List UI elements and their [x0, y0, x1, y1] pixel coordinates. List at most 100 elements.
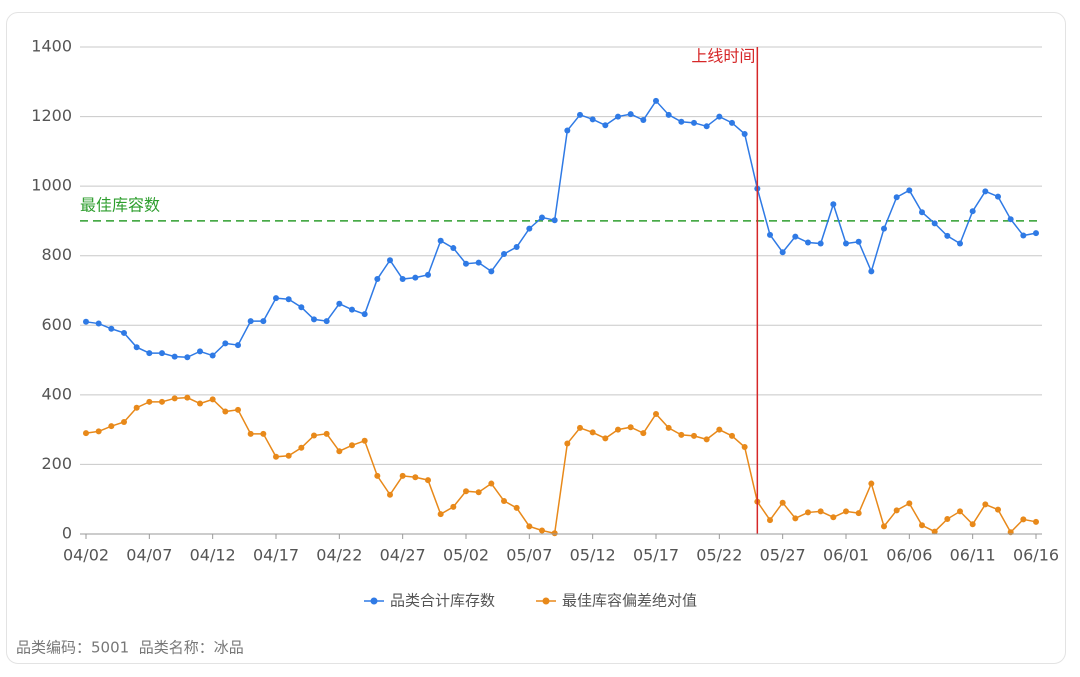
- data-point: [868, 268, 875, 275]
- data-point: [741, 130, 748, 137]
- reference-label: 最佳库容数: [80, 195, 160, 214]
- data-point: [982, 501, 989, 508]
- data-point: [121, 418, 127, 425]
- data-point: [969, 521, 976, 528]
- data-point: [450, 503, 457, 510]
- data-point: [83, 318, 89, 325]
- data-point: [843, 240, 849, 247]
- data-point: [235, 406, 241, 413]
- data-point: [171, 353, 178, 360]
- data-point: [779, 499, 786, 506]
- data-point: [1020, 232, 1027, 239]
- x-tick-label: 04/22: [316, 546, 362, 565]
- data-point: [1020, 516, 1027, 523]
- data-point: [792, 233, 799, 240]
- footnote: 品类编码：5001 品类名称：冰品: [16, 639, 244, 657]
- data-point: [108, 423, 115, 430]
- data-point: [247, 318, 254, 325]
- data-point: [868, 480, 875, 487]
- data-point: [273, 295, 279, 302]
- data-point: [615, 426, 621, 433]
- data-point: [1033, 518, 1039, 525]
- legend-marker: [542, 597, 550, 605]
- data-point: [919, 522, 925, 529]
- x-tick-label: 06/11: [950, 546, 996, 565]
- data-point: [678, 431, 685, 438]
- data-point: [184, 394, 191, 401]
- y-tick-label: 1000: [31, 176, 72, 195]
- x-tick-label: 05/07: [506, 546, 552, 565]
- x-tick-label: 04/27: [380, 546, 426, 565]
- data-point: [260, 430, 267, 437]
- data-point: [526, 523, 533, 530]
- data-point: [425, 477, 431, 484]
- x-tick-label: 06/16: [1013, 546, 1059, 565]
- data-point: [260, 318, 267, 325]
- data-point: [133, 404, 140, 411]
- data-point: [995, 506, 1001, 513]
- data-point: [906, 500, 913, 507]
- data-point: [805, 509, 811, 516]
- x-tick-label: 05/02: [443, 546, 489, 565]
- data-point: [805, 239, 811, 246]
- data-point: [615, 113, 621, 120]
- data-point: [653, 410, 659, 417]
- data-point: [551, 217, 558, 224]
- data-point: [387, 491, 393, 498]
- data-point: [285, 296, 292, 303]
- x-tick-label: 05/17: [633, 546, 679, 565]
- data-point: [817, 240, 824, 247]
- data-point: [691, 119, 697, 126]
- y-tick-label: 400: [41, 384, 72, 403]
- x-tick-label: 05/22: [696, 546, 742, 565]
- data-point: [653, 97, 659, 104]
- data-point: [349, 306, 355, 313]
- x-tick-label: 06/06: [886, 546, 932, 565]
- data-point: [159, 350, 165, 357]
- data-point: [627, 424, 634, 431]
- legend-label: 最佳库容偏差绝对值: [562, 592, 697, 610]
- data-point: [703, 123, 710, 130]
- data-point: [361, 437, 368, 444]
- data-point: [589, 429, 596, 436]
- data-point: [501, 250, 507, 257]
- data-point: [716, 426, 723, 433]
- data-point: [919, 209, 925, 216]
- data-point: [222, 340, 229, 347]
- data-point: [171, 395, 178, 402]
- data-point: [311, 316, 317, 323]
- data-point: [539, 527, 545, 534]
- data-point: [906, 187, 913, 194]
- data-point: [691, 432, 697, 439]
- data-point: [311, 432, 317, 439]
- data-point: [539, 214, 545, 221]
- data-point: [931, 528, 938, 535]
- data-point: [551, 530, 558, 537]
- data-point: [399, 276, 406, 283]
- data-point: [387, 257, 393, 264]
- data-point: [779, 249, 786, 256]
- data-point: [209, 396, 216, 403]
- data-point: [285, 452, 292, 459]
- data-point: [703, 436, 710, 443]
- data-point: [475, 489, 482, 496]
- series-line: [85, 396, 1037, 535]
- data-point: [222, 408, 229, 415]
- data-point: [159, 398, 165, 405]
- card: [6, 12, 1066, 664]
- data-point: [893, 194, 900, 201]
- data-point: [108, 325, 115, 332]
- y-tick-label: 1400: [31, 37, 72, 56]
- data-point: [412, 474, 419, 481]
- data-point: [197, 348, 203, 355]
- y-tick-label: 1200: [31, 106, 72, 125]
- data-point: [678, 118, 685, 125]
- x-tick-label: 06/01: [823, 546, 869, 565]
- data-point: [146, 350, 153, 357]
- data-point: [273, 453, 279, 460]
- data-point: [349, 442, 355, 449]
- data-point: [361, 311, 368, 318]
- data-point: [209, 352, 216, 359]
- data-point: [95, 428, 102, 435]
- data-point: [298, 304, 305, 311]
